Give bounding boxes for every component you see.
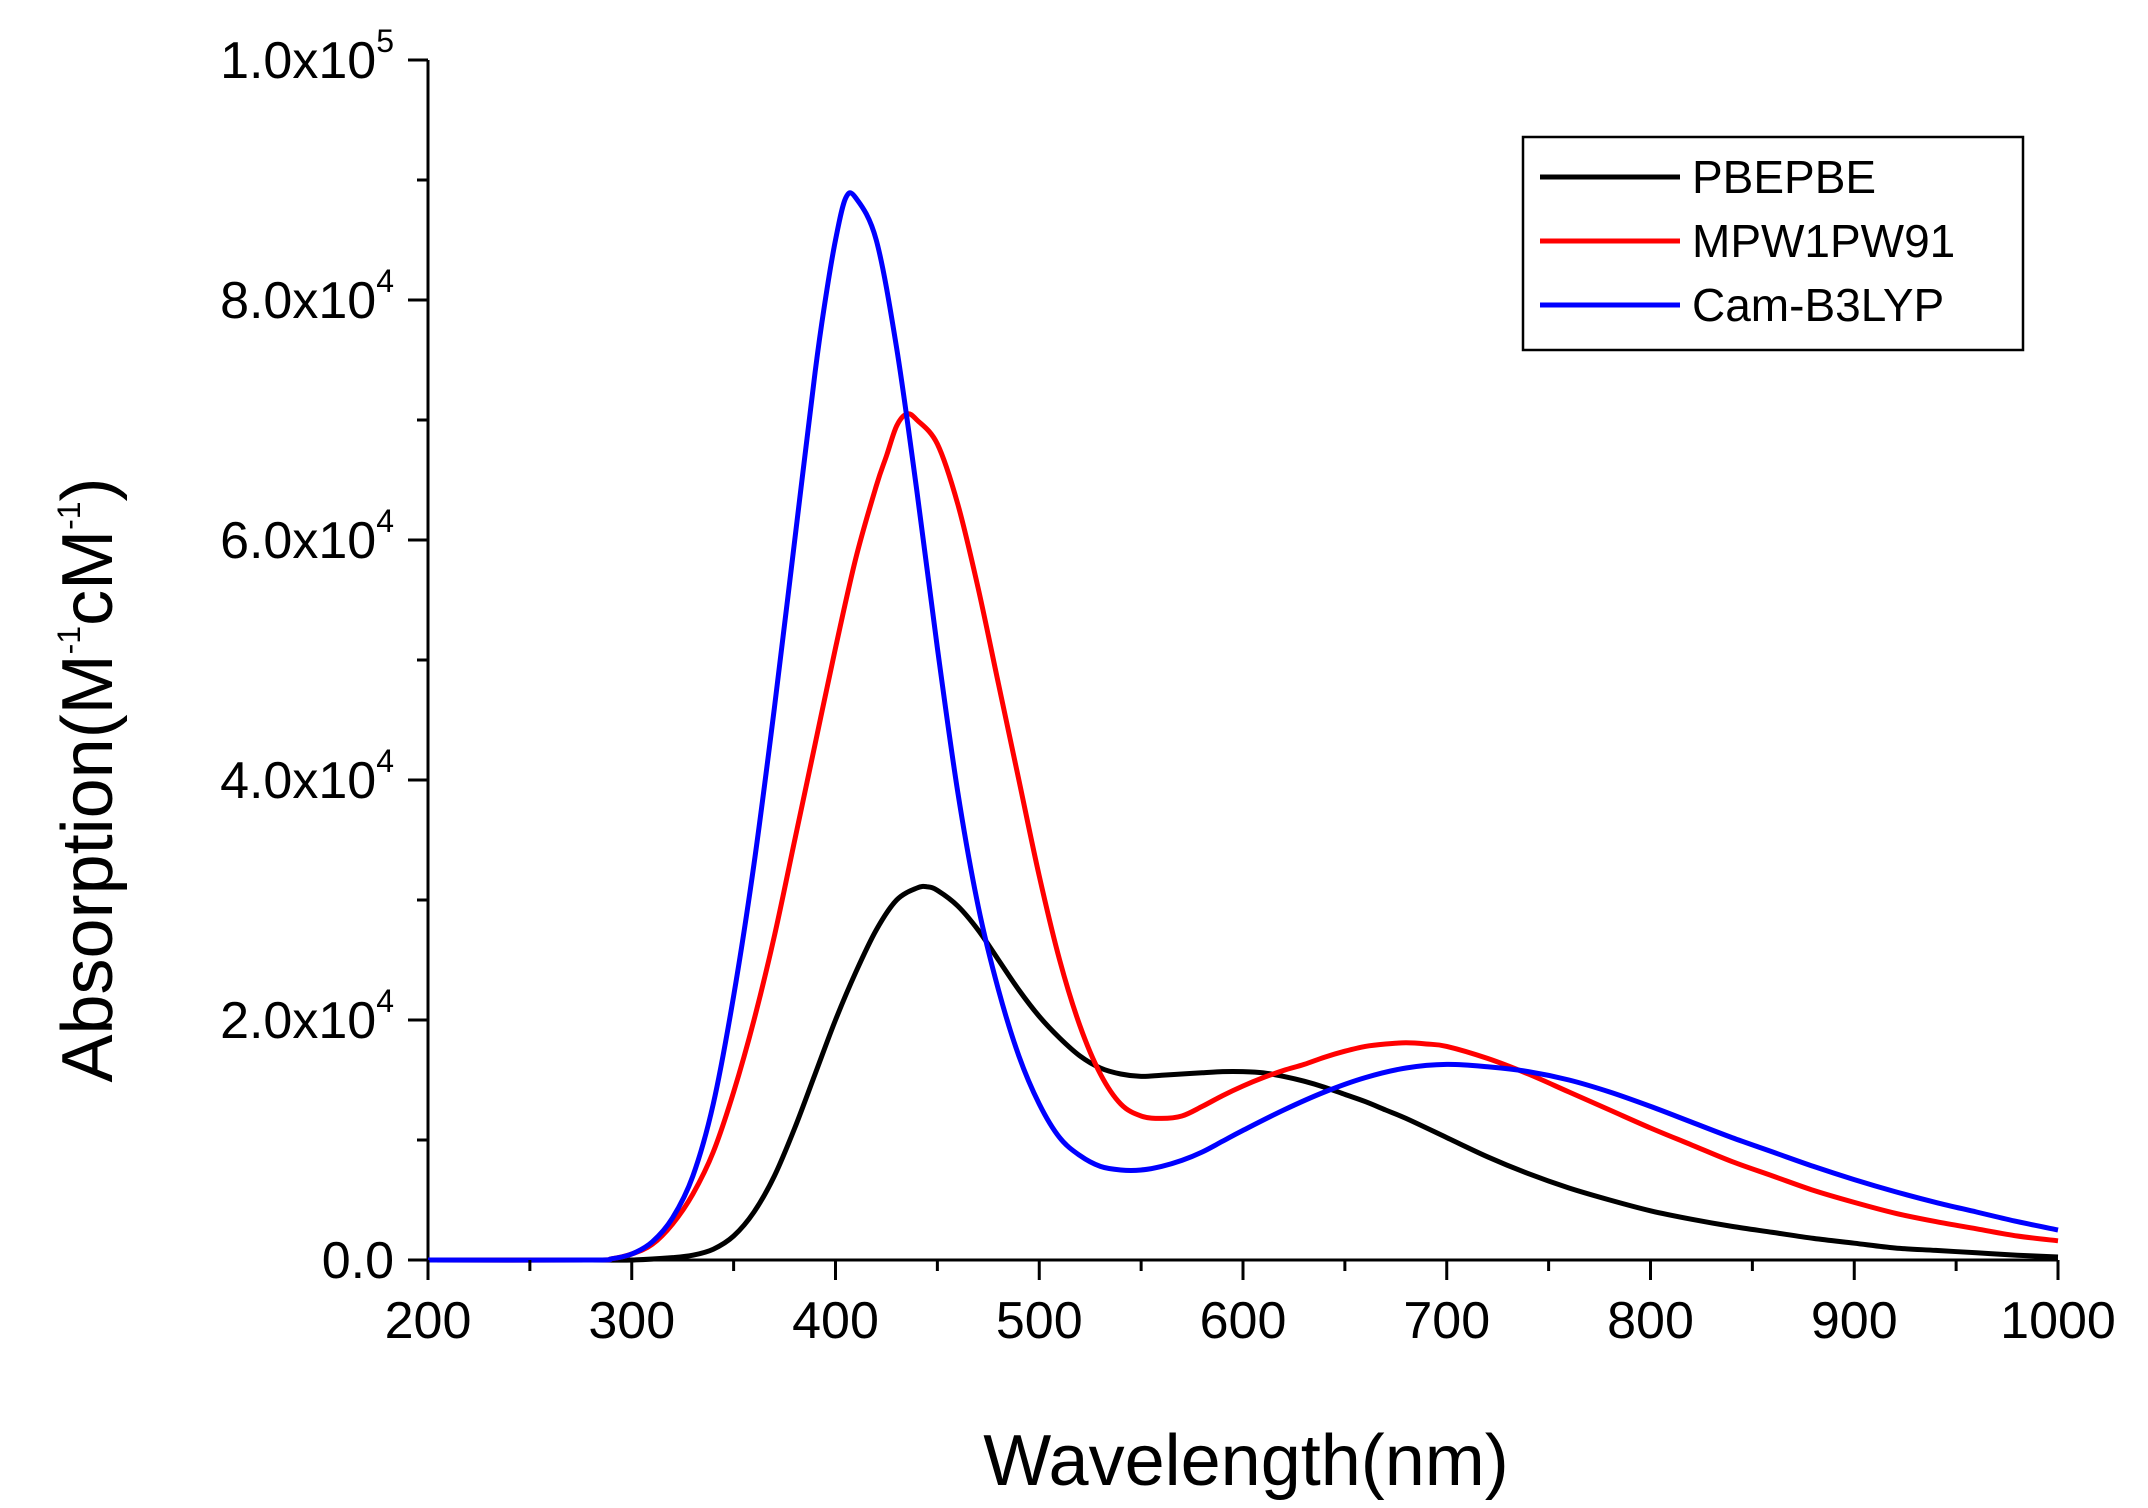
legend: PBEPBE MPW1PW91 Cam-B3LYP bbox=[1521, 135, 2025, 352]
y-tick-label: 4.0x104 bbox=[220, 743, 394, 810]
x-axis-title: Wavelength(nm) bbox=[983, 1421, 1509, 1501]
y-tick-label: 8.0x104 bbox=[220, 263, 394, 330]
ticks: 200 300 400 500 600 700 800 900 1000 0.0 2.0x104 4.… bbox=[220, 23, 2116, 1350]
x-tick-label: 800 bbox=[1607, 1292, 1694, 1350]
y-tick-label: 0.0 bbox=[322, 1232, 394, 1290]
x-tick-label: 400 bbox=[792, 1292, 879, 1350]
y-tick-label: 2.0x104 bbox=[220, 983, 394, 1050]
x-tick-label: 1000 bbox=[2000, 1292, 2116, 1350]
series-line-mpw1pw91 bbox=[427, 411, 2059, 1263]
x-tick-label: 500 bbox=[996, 1292, 1083, 1350]
x-tick-label: 200 bbox=[385, 1292, 472, 1350]
legend-label-cam-b3lyp: Cam-B3LYP bbox=[1692, 279, 1944, 331]
y-axis-title: Absorption(M-1cM-1) bbox=[48, 477, 128, 1082]
x-tick-label: 900 bbox=[1811, 1292, 1898, 1350]
legend-label-pbepbe: PBEPBE bbox=[1692, 151, 1876, 203]
x-tick-label: 700 bbox=[1403, 1292, 1490, 1350]
y-tick-label: 1.0x105 bbox=[220, 23, 394, 90]
x-tick-label: 300 bbox=[588, 1292, 675, 1350]
y-axis-title-text: Absorption(M-1cM-1) bbox=[48, 477, 128, 1082]
legend-label-mpw1pw91: MPW1PW91 bbox=[1692, 215, 1955, 267]
series-line-cam-b3lyp bbox=[427, 190, 2059, 1263]
x-tick-label: 600 bbox=[1200, 1292, 1287, 1350]
series-group bbox=[427, 190, 2059, 1263]
y-tick-label: 6.0x104 bbox=[220, 503, 394, 570]
series-line-pbepbe bbox=[428, 883, 2059, 1263]
